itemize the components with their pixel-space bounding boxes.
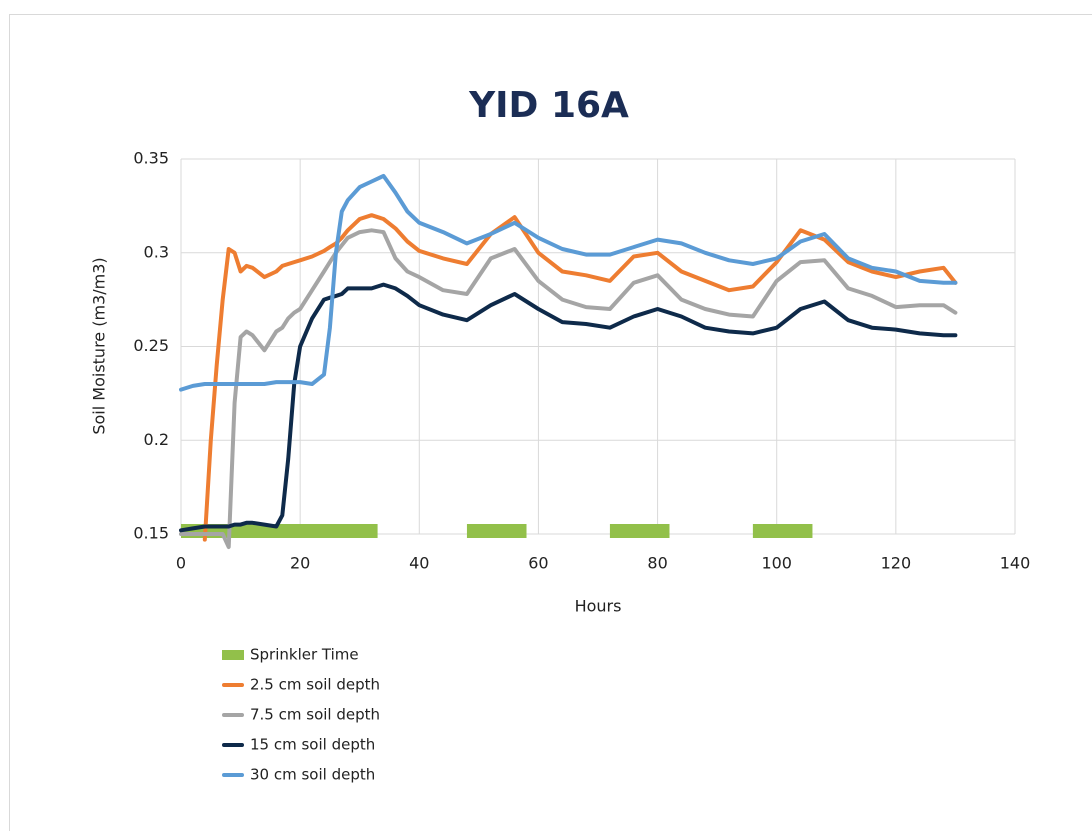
y-tick-label: 0.35 bbox=[133, 149, 169, 168]
y-tick-label: 0.3 bbox=[144, 242, 169, 261]
x-tick-label: 80 bbox=[647, 554, 667, 573]
sprinkler-bar bbox=[753, 524, 813, 538]
chart-title: YID 16A bbox=[468, 85, 629, 126]
x-tick-label: 120 bbox=[881, 554, 912, 573]
x-tick-label: 60 bbox=[528, 554, 548, 573]
legend-label: 7.5 cm soil depth bbox=[250, 706, 380, 724]
x-tick-label: 0 bbox=[176, 554, 186, 573]
legend-swatch bbox=[222, 650, 244, 660]
x-tick-label: 140 bbox=[1000, 554, 1031, 573]
x-axis-label: Hours bbox=[575, 597, 622, 616]
legend-label: 30 cm soil depth bbox=[250, 766, 375, 784]
y-tick-label: 0.2 bbox=[144, 430, 169, 449]
legend-label: 15 cm soil depth bbox=[250, 736, 375, 754]
x-tick-label: 100 bbox=[761, 554, 792, 573]
legend-label: 2.5 cm soil depth bbox=[250, 676, 380, 694]
chart-frame bbox=[10, 15, 1092, 832]
x-tick-label: 20 bbox=[290, 554, 310, 573]
y-tick-label: 0.25 bbox=[133, 336, 169, 355]
y-tick-label: 0.15 bbox=[133, 524, 169, 543]
sprinkler-bar bbox=[610, 524, 670, 538]
sprinkler-bar bbox=[467, 524, 527, 538]
y-axis-label: Soil Moisture (m3/m3) bbox=[90, 257, 109, 434]
legend-label: Sprinkler Time bbox=[250, 646, 359, 664]
x-tick-label: 40 bbox=[409, 554, 429, 573]
